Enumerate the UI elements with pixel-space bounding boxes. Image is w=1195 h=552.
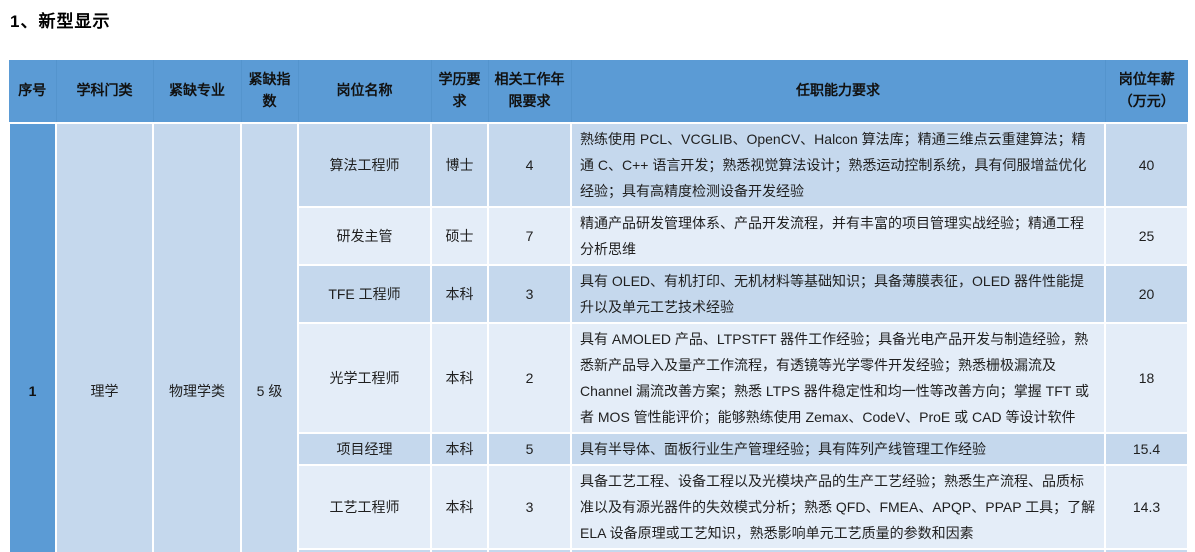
table-row: 工艺工程师 本科 3 具备工艺工程、设备工程以及光模块产品的生产工艺经验；熟悉生… [9,464,1189,550]
cell-position: 光学工程师 [297,322,432,434]
cell-years: 5 [487,432,572,466]
cell-requirements: 熟练使用 PCL、VCGLIB、OpenCV、Halcon 算法库；精通三维点云… [570,122,1106,208]
cell-discipline: 理学 [55,122,154,552]
cell-years: 2 [487,322,572,434]
table-row: 项目经理 本科 5 具有半导体、面板行业生产管理经验；具有阵列产线管理工作经验 … [9,432,1189,466]
col-header-salary: 岗位年薪（万元） [1104,60,1188,124]
cell-seq: 1 [8,122,57,552]
cell-requirements: 具有半导体、面板行业生产管理经验；具有阵列产线管理工作经验 [570,432,1106,466]
cell-shortage-index: 5 级 [240,122,299,552]
cell-salary: 14.3 [1104,464,1189,550]
cell-education: 本科 [430,548,489,552]
col-header-years: 相关工作年限要求 [487,60,571,124]
cell-position: 研发主管 [297,206,432,266]
section-title: 1、新型显示 [10,12,111,31]
cell-requirements: 具备工艺工程、设备工程以及光模块产品的生产工艺经验；熟悉生产流程、品质标准以及有… [570,464,1106,550]
col-header-shortage-index: 紧缺指数 [240,60,298,124]
cell-requirements: 具有 OLED、有机打印、无机材料等基础知识；具备薄膜表征，OLED 器件性能提… [570,264,1106,324]
col-header-seq: 序号 [9,60,56,124]
cell-education: 博士 [430,122,489,208]
cell-education: 硕士 [430,206,489,266]
cell-education: 本科 [430,264,489,324]
cell-position: 工艺工程师 [297,464,432,550]
table-row: TFE 工程师 本科 3 具有 OLED、有机打印、无机材料等基础知识；具备薄膜… [9,264,1189,324]
cell-requirements: 精通产品研发管理体系、产品开发流程，并有丰富的项目管理实战经验；精通工程分析思维 [570,206,1106,266]
col-header-requirements: 任职能力要求 [570,60,1105,124]
cell-salary: 12.9 [1104,548,1189,552]
table-row: 光学工程师 本科 2 具有 AMOLED 产品、LTPSTFT 器件工作经验；具… [9,322,1189,434]
cell-education: 本科 [430,322,489,434]
cell-salary: 25 [1104,206,1189,266]
cell-years: 3 [487,548,572,552]
table-row: 1 理学 物理学类 5 级 算法工程师 博士 4 熟练使用 PCL、VCGLIB… [8,122,1189,552]
table-row: 研发主管 硕士 7 精通产品研发管理体系、产品开发流程，并有丰富的项目管理实战经… [9,206,1189,266]
jobs-table: 序号 学科门类 紧缺专业 紧缺指数 岗位名称 学历要求 相关工作年限要求 任职能… [8,60,1189,552]
cell-salary: 15.4 [1104,432,1189,466]
cell-years: 7 [487,206,572,266]
col-header-major: 紧缺专业 [152,60,241,124]
cell-years: 3 [487,264,572,324]
cell-position: 算法工程师 [297,122,432,208]
cell-position: 研发工程师 [297,548,432,552]
col-header-education: 学历要求 [430,60,488,124]
cell-salary: 40 [1104,122,1189,208]
col-header-position: 岗位名称 [297,60,431,124]
header-row: 序号 学科门类 紧缺专业 紧缺指数 岗位名称 学历要求 相关工作年限要求 任职能… [9,60,1188,124]
cell-requirements: 具有 AMOLED 产品、LTPSTFT 器件工作经验；具备光电产品开发与制造经… [570,322,1106,434]
cell-requirements: 具备导光板工厂和导光板设计经验；熟悉汽车电子产品及行业，具备研发新品的技能；具有… [570,548,1106,552]
table-row: 研发工程师 本科 3 具备导光板工厂和导光板设计经验；熟悉汽车电子产品及行业，具… [9,548,1189,552]
cell-years: 3 [487,464,572,550]
cell-position: 项目经理 [297,432,432,466]
cell-major: 物理学类 [152,122,242,552]
cell-education: 本科 [430,464,489,550]
col-header-discipline: 学科门类 [55,60,153,124]
cell-education: 本科 [430,432,489,466]
cell-position: TFE 工程师 [297,264,432,324]
cell-years: 4 [487,122,572,208]
cell-salary: 18 [1104,322,1189,434]
cell-salary: 20 [1104,264,1189,324]
